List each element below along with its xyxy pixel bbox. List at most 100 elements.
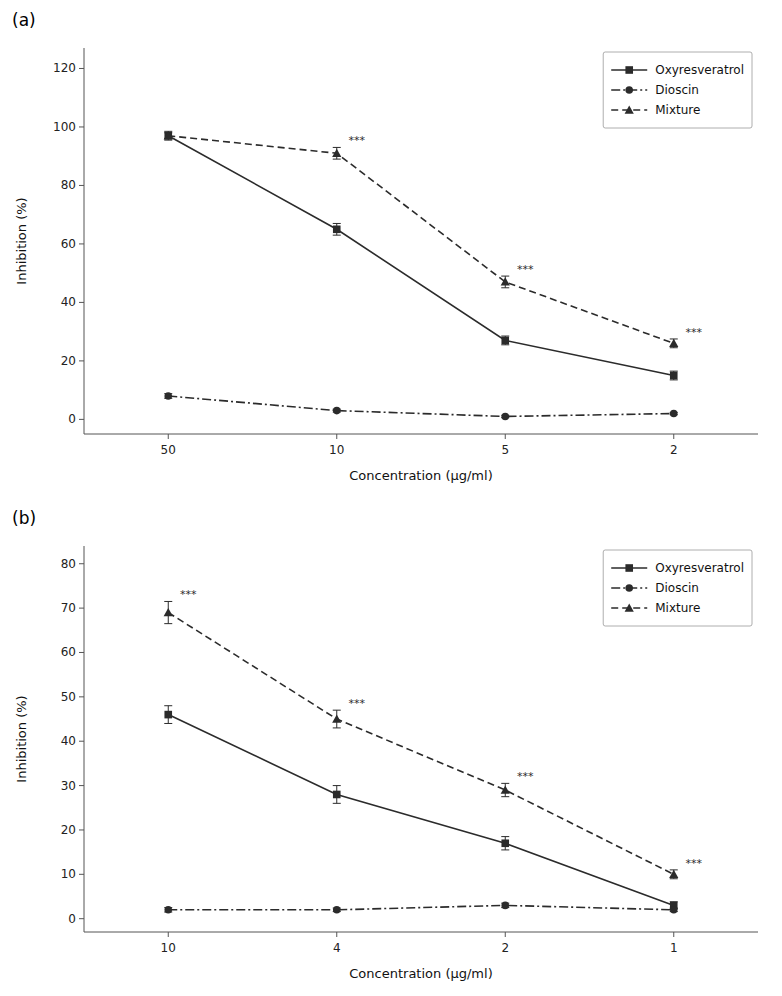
significance-label: *** — [180, 588, 197, 601]
marker — [164, 392, 172, 400]
marker — [501, 413, 509, 421]
y-tick-label: 80 — [61, 557, 76, 571]
error-bar — [670, 870, 678, 879]
y-tick-label: 50 — [61, 690, 76, 704]
y-tick-label: 20 — [61, 354, 76, 368]
x-tick-label: 10 — [161, 941, 176, 955]
error-bar — [670, 371, 678, 380]
x-tick-label: 10 — [329, 443, 344, 457]
y-tick-label: 40 — [61, 734, 76, 748]
y-axis-label: Inhibition (%) — [14, 197, 29, 284]
marker — [333, 791, 341, 799]
y-tick-label: 20 — [61, 823, 76, 837]
series-line — [168, 905, 674, 909]
y-tick — [79, 563, 84, 564]
marker — [164, 608, 173, 616]
legend-marker — [625, 86, 633, 94]
legend-marker — [625, 584, 633, 592]
y-tick — [79, 126, 84, 127]
series — [164, 601, 679, 878]
marker — [333, 226, 341, 234]
y-tick — [79, 652, 84, 653]
legend-marker — [625, 66, 633, 74]
series-line — [168, 136, 674, 344]
error-bar — [501, 837, 509, 850]
legend-frame — [603, 52, 752, 128]
x-tick-label: 4 — [333, 941, 341, 955]
marker — [332, 149, 341, 157]
y-tick — [79, 829, 84, 830]
series — [164, 706, 678, 909]
error-bar — [164, 601, 172, 623]
legend-label: Mixture — [655, 601, 700, 615]
legend: Oxyresveratrol Dioscin Mixture — [603, 550, 752, 626]
error-bar — [333, 786, 341, 804]
legend-label: Dioscin — [655, 83, 699, 97]
marker — [332, 714, 341, 722]
y-tick — [79, 419, 84, 420]
x-tick-label: 50 — [161, 443, 176, 457]
panel: (a)020406080100120501052Concentration (μ… — [12, 10, 758, 483]
x-tick-label: 2 — [670, 443, 678, 457]
marker — [333, 906, 341, 914]
plot-area — [164, 131, 679, 420]
y-tick — [79, 918, 84, 919]
x-axis-label: Concentration (μg/ml) — [349, 468, 492, 483]
significance-label: *** — [349, 134, 366, 147]
marker — [670, 410, 678, 418]
significance-label: *** — [686, 326, 703, 339]
y-tick-label: 60 — [61, 645, 76, 659]
legend-label: Oxyresveratrol — [655, 63, 744, 77]
series-line — [168, 136, 674, 376]
marker — [501, 785, 510, 793]
error-bar — [501, 783, 509, 796]
x-tick — [673, 434, 674, 439]
y-tick-label: 120 — [53, 61, 76, 75]
x-tick-label: 1 — [670, 941, 678, 955]
panel: (b)0102030405060708010421Concentration (… — [12, 508, 758, 981]
legend-label: Mixture — [655, 103, 700, 117]
x-tick — [336, 434, 337, 439]
series-line — [168, 613, 674, 875]
x-tick-label: 5 — [501, 443, 509, 457]
significance-label: *** — [686, 857, 703, 870]
x-tick — [168, 434, 169, 439]
marker — [501, 277, 510, 285]
legend-label: Dioscin — [655, 581, 699, 595]
significance-label: *** — [517, 770, 534, 783]
x-axis — [84, 434, 758, 435]
significance-label: *** — [517, 263, 534, 276]
y-tick — [79, 360, 84, 361]
y-tick-label: 10 — [61, 867, 76, 881]
legend-marker — [625, 603, 634, 611]
x-tick — [168, 932, 169, 937]
figure: (a)020406080100120501052Concentration (μ… — [0, 0, 782, 996]
x-tick — [336, 932, 337, 937]
error-bar — [501, 336, 509, 345]
marker — [670, 906, 678, 914]
legend: Oxyresveratrol Dioscin Mixture — [603, 52, 752, 128]
y-tick — [79, 302, 84, 303]
series — [164, 131, 678, 380]
marker — [164, 711, 172, 719]
legend-frame — [603, 550, 752, 626]
marker — [164, 906, 172, 914]
marker — [501, 902, 509, 910]
marker — [669, 870, 678, 878]
y-tick — [79, 785, 84, 786]
y-axis — [84, 48, 85, 434]
x-tick — [505, 434, 506, 439]
marker — [501, 839, 509, 847]
y-tick — [79, 68, 84, 69]
legend-label: Oxyresveratrol — [655, 561, 744, 575]
y-tick-label: 60 — [61, 237, 76, 251]
significance-label: *** — [349, 697, 366, 710]
y-tick-label: 100 — [53, 120, 76, 134]
series — [164, 392, 678, 420]
y-tick-label: 80 — [61, 178, 76, 192]
y-tick — [79, 696, 84, 697]
y-tick — [79, 185, 84, 186]
y-tick — [79, 874, 84, 875]
marker — [501, 337, 509, 345]
x-axis — [84, 932, 758, 933]
